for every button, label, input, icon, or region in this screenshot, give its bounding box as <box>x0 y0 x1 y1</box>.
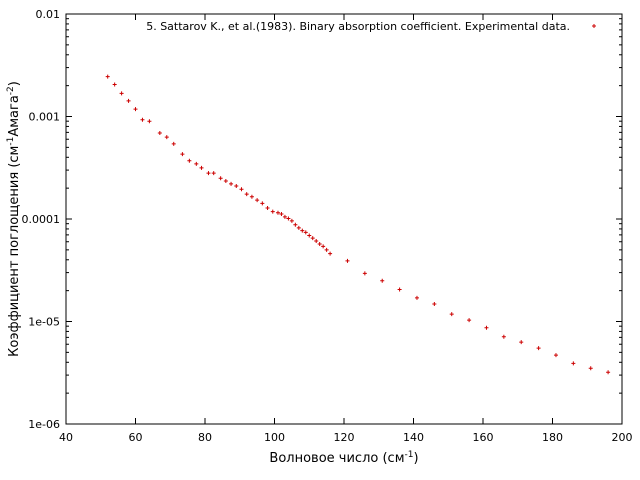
data-point <box>249 194 254 199</box>
data-point <box>187 158 192 163</box>
legend: 5. Sattarov K., et al.(1983). Binary abs… <box>146 20 596 33</box>
data-point <box>140 117 145 122</box>
x-axis-title: Волновое число (см-1) <box>269 450 418 466</box>
data-point <box>606 370 611 375</box>
axis-ticks: 40 60 80 100 120 140 160 180 200 1e-06 1e-05 0.0001… <box>22 8 633 444</box>
data-point <box>229 181 234 186</box>
data-point <box>260 201 265 206</box>
data-point <box>164 135 169 140</box>
y-axis-title-sup1: -1 <box>6 137 16 146</box>
data-point <box>449 312 454 317</box>
data-point <box>126 98 131 103</box>
data-point <box>432 302 437 307</box>
x-axis-title-text: Волновое число (см <box>269 451 404 466</box>
data-point <box>194 161 199 166</box>
data-point <box>255 198 260 203</box>
legend-marker-plus <box>592 24 596 28</box>
x-tick-label: 180 <box>542 431 563 444</box>
data-point <box>324 247 329 252</box>
data-point <box>300 228 305 233</box>
data-point <box>112 82 117 87</box>
data-point <box>147 119 152 124</box>
data-point <box>314 239 319 244</box>
x-tick-label: 40 <box>59 431 73 444</box>
x-axis-title-suffix: ) <box>413 451 418 466</box>
data-point <box>199 165 204 170</box>
data-point <box>223 178 228 183</box>
data-point <box>293 222 298 227</box>
data-point <box>397 287 402 292</box>
x-axis-title-sup: -1 <box>405 450 414 460</box>
x-tick-label: 100 <box>264 431 285 444</box>
x-tick-label: 80 <box>198 431 212 444</box>
data-point <box>119 91 124 96</box>
x-tick-label: 160 <box>473 431 494 444</box>
y-axis-title: Коэффициент поглощения (см-1Амага-2) <box>6 81 22 357</box>
data-point <box>501 334 506 339</box>
data-point <box>265 206 270 211</box>
y-tick-label: 0.0001 <box>22 213 61 226</box>
y-tick-label: 1e-06 <box>28 418 60 431</box>
x-tick-label: 60 <box>129 431 143 444</box>
data-point <box>317 242 322 247</box>
legend-marker <box>592 24 596 28</box>
data-point <box>234 183 239 188</box>
data-point <box>218 176 223 181</box>
data-point <box>307 233 312 238</box>
data-point <box>286 216 291 221</box>
x-tick-label: 140 <box>403 431 424 444</box>
data-point <box>345 258 350 263</box>
y-tick-label: 0.001 <box>29 111 61 124</box>
data-point <box>321 244 326 249</box>
data-point <box>380 278 385 283</box>
y-axis-title-sup2: -2 <box>6 86 16 95</box>
data-point <box>105 74 110 79</box>
data-point <box>244 192 249 197</box>
data-point <box>289 218 294 223</box>
data-point <box>303 230 308 235</box>
data-point <box>282 214 287 219</box>
data-points <box>105 74 611 375</box>
data-point <box>180 152 185 157</box>
data-point <box>279 211 284 216</box>
data-point <box>296 225 301 230</box>
data-point <box>588 366 593 371</box>
data-point <box>553 353 558 358</box>
y-axis-title-post: ) <box>7 81 22 86</box>
y-axis-title-mid: Амага <box>7 95 22 136</box>
data-point <box>171 141 176 146</box>
y-axis-title-pre: Коэффициент поглощения (см <box>7 146 22 357</box>
data-point <box>328 251 333 256</box>
data-point <box>310 236 315 241</box>
legend-entry-label: 5. Sattarov K., et al.(1983). Binary abs… <box>146 20 570 33</box>
data-point <box>414 295 419 300</box>
data-point <box>133 107 138 112</box>
y-tick-label: 1e-05 <box>28 316 60 329</box>
data-point <box>239 187 244 192</box>
data-point <box>275 210 280 215</box>
y-tick-label: 0.01 <box>36 8 61 21</box>
data-point <box>571 361 576 366</box>
x-tick-label: 120 <box>334 431 355 444</box>
data-point <box>157 131 162 136</box>
data-point <box>536 346 541 351</box>
data-point <box>270 209 275 214</box>
data-point <box>484 325 489 330</box>
data-point <box>467 318 472 323</box>
x-tick-label: 200 <box>612 431 633 444</box>
data-point <box>519 340 524 345</box>
data-point <box>206 171 211 176</box>
data-point <box>211 171 216 176</box>
data-point <box>362 271 367 276</box>
